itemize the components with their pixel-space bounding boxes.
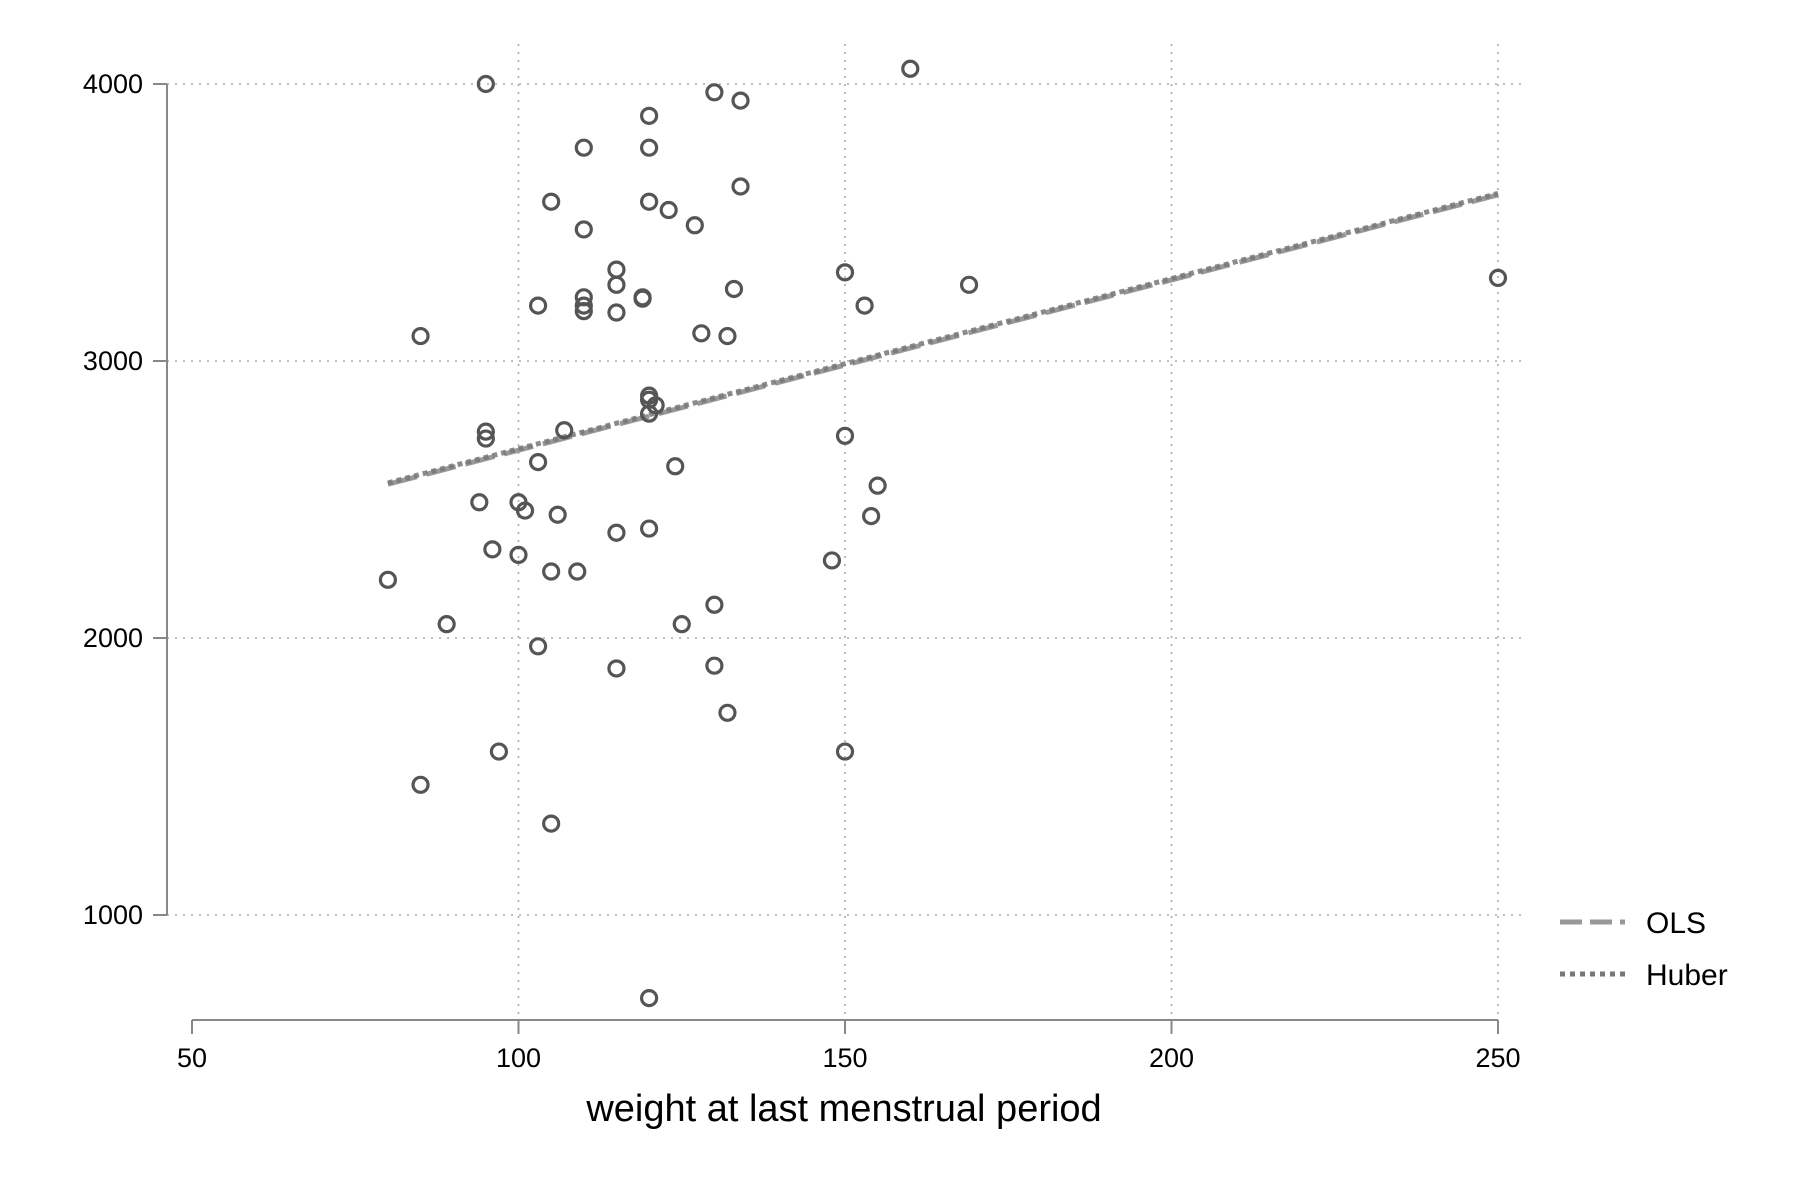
data-point (411, 775, 430, 794)
x-tick-label: 50 (177, 1043, 207, 1073)
data-point (835, 426, 855, 445)
data-point (476, 429, 495, 448)
axes: 1000 2000 3000 4000 50 100 150 200 250 (83, 69, 1521, 1073)
data-point (659, 200, 678, 220)
legend-label-huber: Huber (1646, 959, 1728, 992)
series-line-huber (387, 190, 1499, 486)
data-point (718, 703, 737, 722)
data-point (548, 505, 567, 524)
data-point (528, 453, 548, 472)
data-point (574, 296, 593, 315)
data-point (705, 656, 724, 675)
y-tick-label: 1000 (83, 900, 143, 930)
grid (167, 44, 1522, 1020)
data-point (639, 988, 659, 1008)
x-tick-label: 100 (496, 1043, 541, 1073)
data-point (607, 523, 626, 542)
data-point (901, 59, 920, 78)
data-point (855, 296, 874, 315)
data-point (574, 302, 593, 321)
y-tick-label: 4000 (83, 69, 143, 99)
data-point (607, 303, 626, 322)
data-point (483, 540, 502, 559)
data-point (542, 814, 561, 833)
data-point (862, 507, 881, 526)
data-point (822, 551, 842, 570)
data-point (639, 138, 659, 157)
data-point (731, 91, 750, 110)
data-point (731, 177, 750, 196)
data-point (868, 476, 887, 495)
data-point (476, 74, 495, 94)
data-point (515, 501, 535, 520)
data-point (528, 296, 548, 315)
data-point (411, 326, 430, 346)
series-line-ols (387, 192, 1499, 487)
x-tick-label: 150 (822, 1043, 867, 1073)
y-tick-label: 2000 (83, 623, 143, 653)
data-point (646, 396, 665, 415)
data-point (489, 742, 509, 761)
data-point (705, 595, 724, 614)
data-point (476, 422, 495, 441)
y-tick-label: 3000 (83, 346, 143, 376)
data-point (542, 562, 561, 581)
legend-label-ols: OLS (1646, 907, 1706, 940)
data-point (685, 216, 704, 235)
data-point (835, 742, 855, 761)
x-tick-label: 200 (1149, 1043, 1194, 1073)
data-point (639, 192, 659, 211)
data-point (692, 324, 711, 343)
data-point (607, 275, 626, 294)
data-point (1488, 268, 1508, 287)
data-point (639, 106, 659, 125)
data-point (607, 659, 626, 678)
data-point (666, 457, 685, 476)
data-point (835, 263, 855, 282)
x-axis-title: weight at last menstrual period (585, 1088, 1101, 1130)
legend: OLS Huber (1560, 907, 1728, 992)
data-point (959, 275, 979, 294)
data-point (542, 192, 561, 211)
x-tick-label: 250 (1475, 1043, 1520, 1073)
data-point (437, 615, 456, 634)
data-point (568, 562, 587, 581)
data-point (633, 288, 652, 307)
data-point (672, 615, 691, 634)
fit-lines (387, 190, 1499, 487)
data-point (378, 570, 397, 589)
data-point (574, 138, 593, 157)
data-point (470, 493, 489, 512)
data-point (724, 279, 744, 299)
data-point (639, 519, 659, 538)
data-point (718, 326, 737, 346)
data-point (509, 545, 528, 565)
data-point (705, 83, 724, 102)
data-point (607, 260, 626, 279)
data-point (528, 637, 548, 656)
data-point (555, 421, 574, 440)
data-point (574, 220, 593, 239)
data-points (378, 59, 1508, 1008)
